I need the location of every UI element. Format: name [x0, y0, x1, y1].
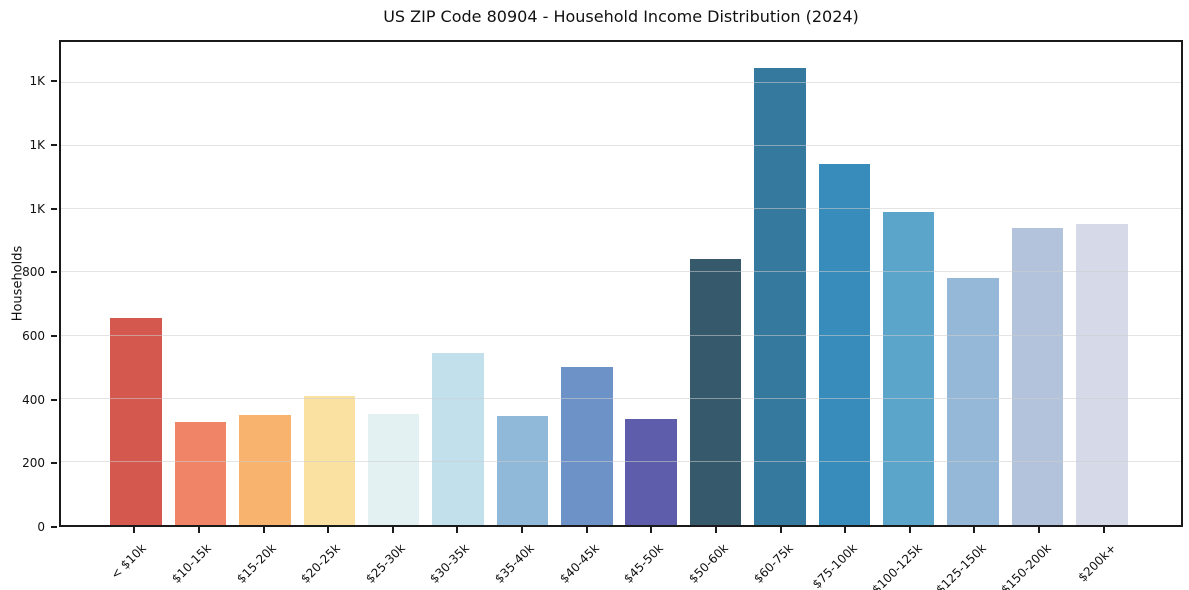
- x-tick-label: $60-75k: [750, 541, 796, 586]
- bar-slot: [683, 42, 747, 525]
- y-tick-mark: [51, 271, 57, 274]
- bar-$75-100k: [818, 163, 871, 525]
- x-tick-label: $35-40k: [492, 541, 537, 586]
- bars-container: [61, 42, 1181, 525]
- x-tick-label: $50-60k: [685, 541, 731, 586]
- y-tick-label: 600: [22, 329, 45, 344]
- bar-slot: [233, 42, 297, 525]
- bar-slot: [297, 42, 361, 525]
- bar-slot: [362, 42, 426, 525]
- x-tick-label: $150-200k: [998, 541, 1054, 590]
- bar-$40-45k: [561, 367, 613, 525]
- y-tick-label: 1K: [29, 138, 45, 153]
- bar-$10-15k: [174, 422, 227, 525]
- bar-$20-25k: [303, 396, 356, 525]
- bar-$35-40k: [496, 416, 549, 525]
- x-tick-label: < $10k: [108, 541, 150, 582]
- x-tick-label: $10-15k: [168, 541, 214, 586]
- bar-slot: [104, 42, 168, 525]
- bar-< $10k: [110, 318, 162, 525]
- bar-$125-150k: [947, 278, 999, 525]
- y-tick-mark: [51, 462, 57, 465]
- x-tick-mark: [1038, 527, 1041, 533]
- x-tick-mark: [714, 527, 717, 533]
- x-tick-mark: [197, 527, 200, 533]
- x-tick-mark: [779, 527, 782, 533]
- y-axis-label: Households: [10, 245, 26, 322]
- y-tick-label: 200: [22, 456, 45, 471]
- y-tick-label: 1K: [29, 74, 45, 89]
- y-tick-label: 1K: [29, 201, 45, 216]
- bar-$100-125k: [882, 212, 935, 525]
- x-tick-label: $200k+: [1075, 541, 1119, 585]
- x-tick-mark: [262, 527, 265, 533]
- x-tick-label: $40-45k: [556, 541, 602, 586]
- y-tick-label: 0: [37, 520, 45, 534]
- x-tick-mark: [1102, 527, 1105, 533]
- bar-$150-200k: [1011, 228, 1064, 525]
- x-tick-label: $125-150k: [933, 541, 990, 590]
- y-tick-mark: [51, 526, 57, 528]
- x-tick-mark: [973, 527, 976, 533]
- x-tick-mark: [133, 527, 136, 533]
- bar-slot: [168, 42, 232, 525]
- bar-slot: [1005, 42, 1069, 525]
- bar-slot: [812, 42, 876, 525]
- bar-$60-75k: [754, 68, 806, 525]
- bar-$200k+: [1076, 223, 1128, 525]
- y-tick-mark: [51, 398, 57, 401]
- x-tick-mark: [844, 527, 847, 533]
- bar-slot: [1070, 42, 1134, 525]
- x-tick-mark: [327, 527, 330, 533]
- x-tick-label: $30-35k: [427, 541, 473, 586]
- bar-$25-30k: [367, 413, 420, 525]
- x-tick-label: $100-125k: [869, 541, 925, 590]
- x-tick-mark: [650, 527, 653, 533]
- y-tick-label: 800: [22, 265, 45, 280]
- bar-$50-60k: [689, 258, 742, 525]
- chart-title: US ZIP Code 80904 - Household Income Dis…: [383, 7, 859, 26]
- bar-$45-50k: [625, 418, 677, 525]
- x-tick-label: $75-100k: [809, 541, 861, 590]
- bar-slot: [555, 42, 619, 525]
- bar-$30-35k: [432, 353, 484, 525]
- x-tick-mark: [908, 527, 911, 533]
- y-tick-mark: [51, 207, 57, 210]
- x-tick-mark: [585, 527, 588, 533]
- x-tick-label: $45-50k: [621, 541, 667, 586]
- bar-slot: [877, 42, 941, 525]
- x-tick-label: $15-20k: [233, 541, 279, 586]
- y-tick-mark: [51, 335, 57, 338]
- bar-slot: [748, 42, 812, 525]
- x-tick-mark: [456, 527, 459, 533]
- bar-$15-20k: [239, 414, 291, 525]
- bar-slot: [941, 42, 1005, 525]
- x-tick-label: $25-30k: [362, 541, 408, 586]
- bar-slot: [426, 42, 490, 525]
- x-tick-mark: [391, 527, 394, 533]
- y-tick-mark: [51, 80, 57, 83]
- y-tick-label: 400: [22, 392, 45, 407]
- bar-slot: [490, 42, 554, 525]
- plot-area: [59, 40, 1183, 527]
- x-tick-label: $20-25k: [298, 541, 344, 586]
- x-tick-mark: [521, 527, 524, 533]
- y-tick-mark: [51, 144, 57, 147]
- bar-slot: [619, 42, 683, 525]
